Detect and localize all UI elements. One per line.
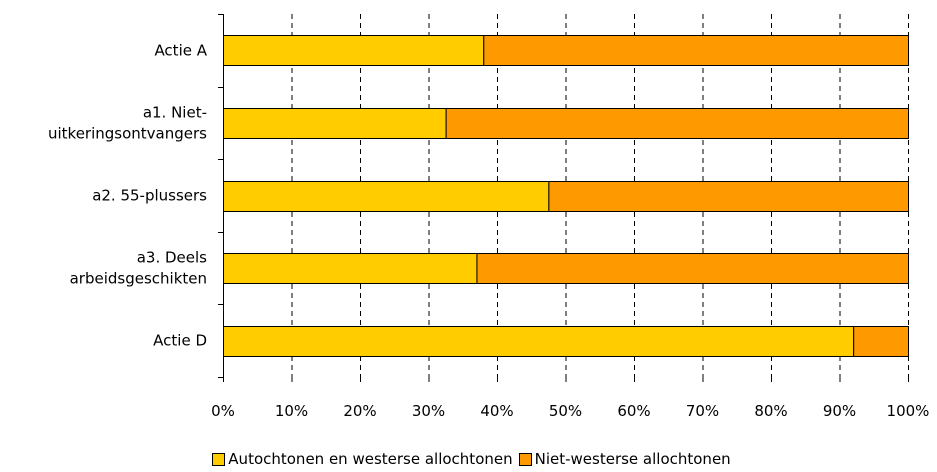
bar-1-series-1	[223, 35, 485, 66]
category-label-4: a3. Deels arbeidsgeschikten	[70, 249, 208, 288]
x-tick-label-6: 60%	[617, 402, 650, 420]
category-label-3: a2. 55-plussers	[92, 187, 207, 205]
axes	[218, 14, 909, 382]
x-tick-label-2: 20%	[343, 402, 376, 420]
legend-item-series-1: Autochtonen en westerse allochtonen	[212, 450, 513, 468]
x-tick-label-7: 70%	[686, 402, 719, 420]
x-tick-label-3: 30%	[412, 402, 445, 420]
bar-1-series-2	[483, 35, 909, 66]
legend-swatch-series-1	[212, 452, 226, 466]
legend: Autochtonen en westerse allochtonen Niet…	[0, 446, 937, 472]
bar-3-series-2	[548, 181, 909, 212]
stacked-bar-chart: 0% 10% 20% 30% 40% 50% 60% 70% 80% 90% 100% Actie A…	[48, 14, 929, 420]
x-tick-label-9: 90%	[823, 402, 856, 420]
bar-4-series-2	[476, 253, 909, 284]
x-tick-label-0: 0%	[211, 402, 235, 420]
legend-label-series-1: Autochtonen en westerse allochtonen	[228, 450, 513, 468]
category-label-5: Actie D	[153, 332, 207, 350]
x-tick-label-10: 100%	[887, 402, 930, 420]
bar-5-series-1	[223, 326, 855, 357]
bars	[223, 35, 910, 357]
labels: 0% 10% 20% 30% 40% 50% 60% 70% 80% 90% 100% Actie A…	[48, 41, 929, 420]
x-tick-label-1: 10%	[275, 402, 308, 420]
category-label-2: a1. Niet-uitkeringsontvangers	[48, 103, 207, 142]
legend-label-series-2: Niet-westerse allochtonen	[534, 450, 731, 468]
bar-2-series-2	[445, 108, 909, 139]
category-label-1: Actie A	[154, 41, 207, 59]
legend-item-series-2: Niet-westerse allochtonen	[518, 450, 731, 468]
x-tick-label-4: 40%	[480, 402, 513, 420]
bar-2-series-1	[223, 108, 447, 139]
bar-3-series-1	[223, 181, 550, 212]
x-tick-label-8: 80%	[754, 402, 787, 420]
legend-swatch-series-2	[518, 452, 532, 466]
x-tick-label-5: 50%	[549, 402, 582, 420]
bar-5-series-2	[853, 326, 910, 357]
bar-4-series-1	[223, 253, 478, 284]
